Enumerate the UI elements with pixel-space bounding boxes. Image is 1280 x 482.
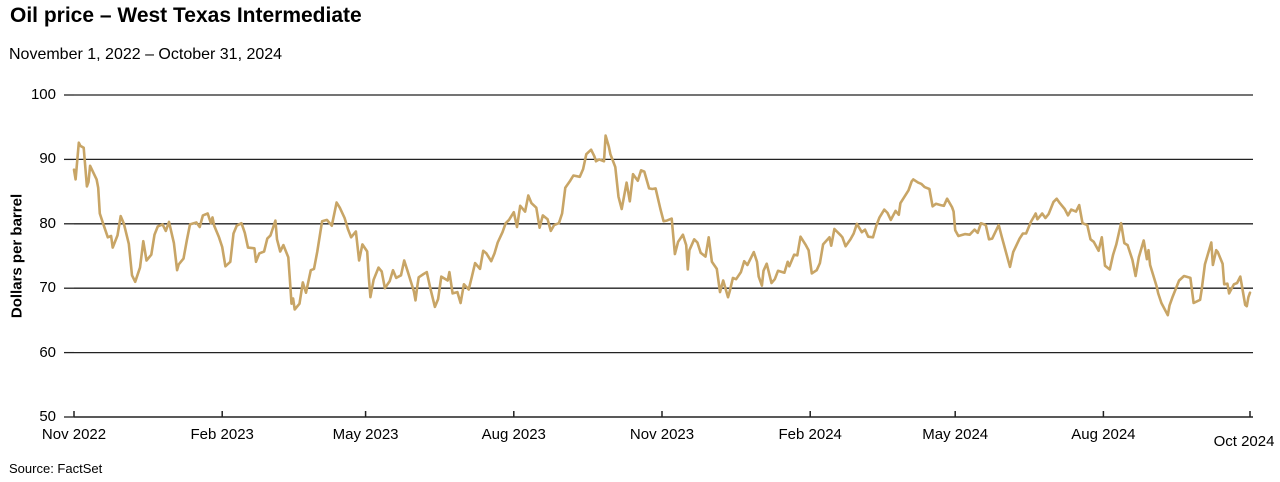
x-tick-label: May 2023 — [332, 426, 399, 443]
x-tick-label: Oct 2024 — [1213, 433, 1275, 450]
y-tick-label: 60 — [39, 343, 56, 361]
y-tick-label: 70 — [39, 279, 56, 297]
price-line — [72, 134, 1252, 317]
y-tick-label: 80 — [39, 214, 56, 232]
x-tick-label: Aug 2024 — [1071, 426, 1136, 443]
x-tick-label: May 2024 — [922, 426, 989, 443]
chart-subtitle: November 1, 2022 – October 31, 2024 — [9, 46, 283, 63]
source-note: Source: FactSet — [9, 461, 103, 476]
chart-title: Oil price – West Texas Intermediate — [10, 4, 362, 27]
x-tick-label: Aug 2023 — [481, 426, 546, 443]
x-tick-label: Nov 2023 — [629, 426, 695, 443]
y-tick-label: 50 — [39, 408, 56, 425]
y-tick-label: 100 — [30, 86, 56, 103]
y-tick-label: 90 — [39, 150, 56, 168]
x-tick-label: Feb 2023 — [190, 426, 254, 443]
x-tick-label: Nov 2022 — [41, 426, 107, 443]
x-tick-label: Feb 2024 — [778, 426, 842, 443]
